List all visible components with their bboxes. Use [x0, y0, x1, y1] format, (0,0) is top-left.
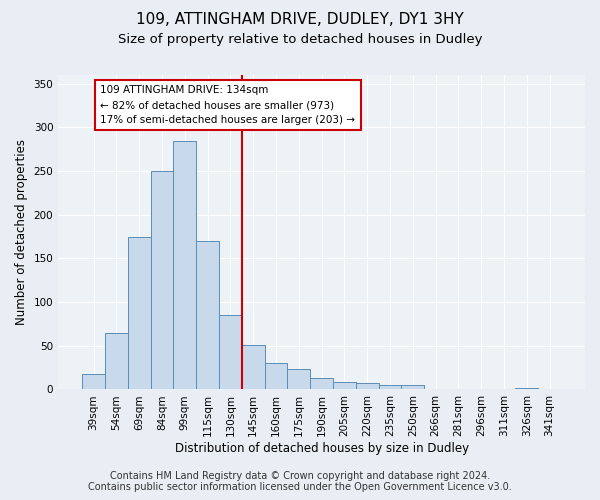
- Bar: [173, 140, 196, 390]
- Bar: [424, 388, 447, 390]
- Text: 109 ATTINGHAM DRIVE: 134sqm
← 82% of detached houses are smaller (973)
17% of se: 109 ATTINGHAM DRIVE: 134sqm ← 82% of det…: [100, 86, 355, 125]
- Bar: [333, 382, 356, 390]
- Bar: [356, 384, 379, 390]
- Bar: [401, 385, 424, 390]
- Bar: [219, 315, 242, 390]
- X-axis label: Distribution of detached houses by size in Dudley: Distribution of detached houses by size …: [175, 442, 469, 455]
- Text: Contains HM Land Registry data © Crown copyright and database right 2024.
Contai: Contains HM Land Registry data © Crown c…: [88, 471, 512, 492]
- Bar: [105, 332, 128, 390]
- Bar: [538, 388, 561, 390]
- Y-axis label: Number of detached properties: Number of detached properties: [15, 139, 28, 325]
- Bar: [265, 364, 287, 390]
- Bar: [196, 241, 219, 390]
- Bar: [287, 370, 310, 390]
- Bar: [242, 345, 265, 390]
- Text: Size of property relative to detached houses in Dudley: Size of property relative to detached ho…: [118, 32, 482, 46]
- Text: 109, ATTINGHAM DRIVE, DUDLEY, DY1 3HY: 109, ATTINGHAM DRIVE, DUDLEY, DY1 3HY: [136, 12, 464, 28]
- Bar: [128, 236, 151, 390]
- Bar: [515, 388, 538, 390]
- Bar: [151, 171, 173, 390]
- Bar: [82, 374, 105, 390]
- Bar: [310, 378, 333, 390]
- Bar: [379, 385, 401, 390]
